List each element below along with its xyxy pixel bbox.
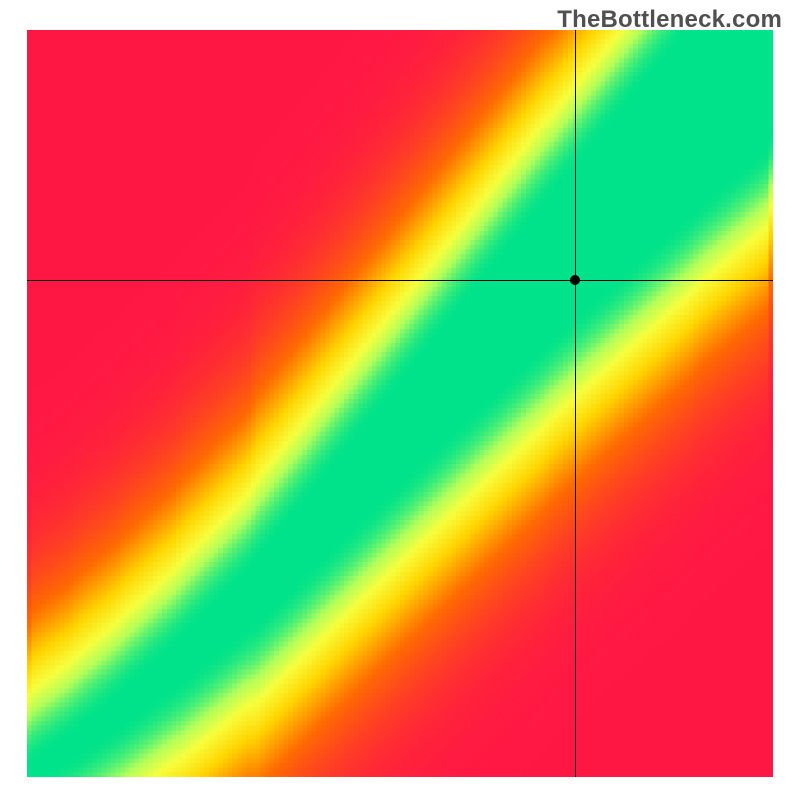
crosshair-marker: [570, 275, 580, 285]
bottleneck-heatmap: [27, 30, 773, 777]
crosshair-horizontal: [27, 280, 773, 281]
chart-container: TheBottleneck.com: [0, 0, 800, 800]
crosshair-vertical: [575, 30, 576, 777]
